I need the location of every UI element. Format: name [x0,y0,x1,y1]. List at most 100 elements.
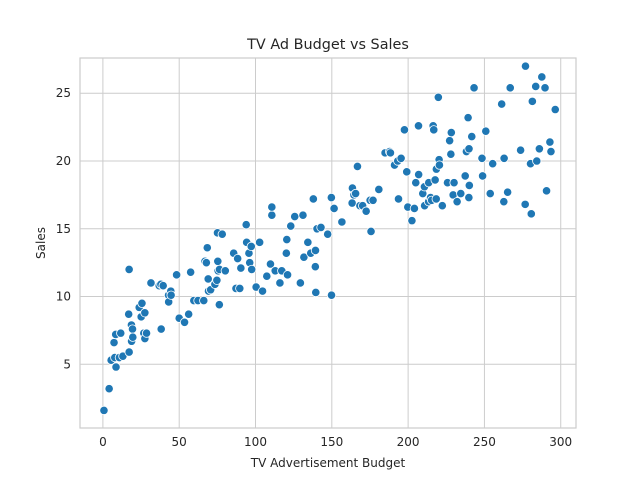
scatter-point [452,197,462,207]
x-tick-label: 150 [320,435,343,449]
scatter-point [546,146,556,157]
scatter-point [246,241,256,251]
scatter-point [431,194,441,204]
scatter-point [308,194,318,204]
scatter-point [275,278,285,288]
scatter-point [352,161,363,172]
scatter-point [214,300,224,310]
y-tick-label: 15 [56,222,71,236]
scatter-point [520,61,531,71]
scatter-point [202,243,212,253]
scatter-point [146,278,156,288]
scatter-point [366,226,376,237]
scatter-point [464,180,474,190]
scatter-point [485,188,495,199]
scatter-point [537,72,547,82]
scatter-point [445,136,455,146]
x-tick-label: 300 [549,435,572,449]
scatter-point [469,83,479,93]
scatter-point [124,264,134,275]
scatter-point [124,309,134,319]
y-tick-label: 5 [63,357,71,371]
scatter-point [481,126,491,136]
scatter-point [172,270,182,280]
scatter-point [156,324,166,334]
scatter-point [257,286,268,296]
scatter-point [434,160,445,170]
y-tick-label: 10 [56,290,71,304]
scatter-point [166,290,176,300]
scatter-point [212,275,222,285]
scatter-point [201,258,211,268]
scatter-point [323,229,333,239]
scatter-point [109,338,119,348]
scatter-point [396,153,406,163]
y-tick-label: 25 [56,86,71,100]
scatter-point [531,81,541,92]
scatter-point [374,184,384,195]
scatter-point [99,405,109,415]
scatter-point [437,201,447,211]
x-tick-labels: 0 50 100 150 200 250 300 [99,435,572,449]
scatter-point [267,210,277,220]
scatter-point [286,221,296,231]
scatter-point [251,282,261,292]
scatter-point [460,171,470,181]
scatter-point [499,153,509,163]
scatter-point [199,296,209,306]
scatter-point [463,113,473,123]
scatter-point [477,171,488,181]
scatter-point [347,198,357,208]
scatter-point [310,245,321,256]
scatter-point [467,132,477,142]
scatter-point [413,121,424,131]
scatter-point [220,266,230,276]
scatter-point [541,186,552,196]
scatter-point [137,298,147,308]
scatter-point [497,99,507,109]
scatter-point [385,148,396,158]
scatter-point [282,270,293,280]
scatter-point [449,178,459,188]
scatter-point [407,216,417,226]
scatter-point [326,290,337,300]
scatter-point [527,96,537,106]
scatter-point [158,281,168,291]
scatter-point [235,283,245,294]
x-tick-label: 50 [172,435,187,449]
scatter-point [409,203,419,214]
scatter-point [236,263,246,273]
x-tick-label: 200 [397,435,420,449]
scatter-point [505,83,515,93]
scatter-point [540,83,550,93]
scatter-point [499,197,509,207]
scatter-point [311,287,321,298]
scatter-point [184,309,194,319]
scatter-point [545,137,555,147]
scatter-point [411,178,421,188]
scatter-point [433,92,443,102]
scatter-point [429,125,439,135]
scatter-point [262,271,272,281]
scatter-point [329,203,339,214]
y-tick-label: 20 [56,154,71,168]
scatter-point [337,217,347,227]
scatter-point [104,384,114,394]
scatter-point [127,324,138,334]
scatter-point [281,248,291,258]
scatter-point [516,145,526,155]
scatter-point [217,229,227,239]
scatter-point [265,259,276,269]
scatter-point [520,199,530,209]
scatter-point [550,104,560,115]
data-points [99,61,560,415]
scatter-point [213,256,223,266]
x-axis-label: TV Advertisement Budget [250,456,406,470]
y-axis-label: Sales [34,227,48,259]
scatter-point [247,264,257,275]
scatter-point [361,206,371,216]
scatter-point [446,149,456,159]
scatter-point [203,274,213,284]
